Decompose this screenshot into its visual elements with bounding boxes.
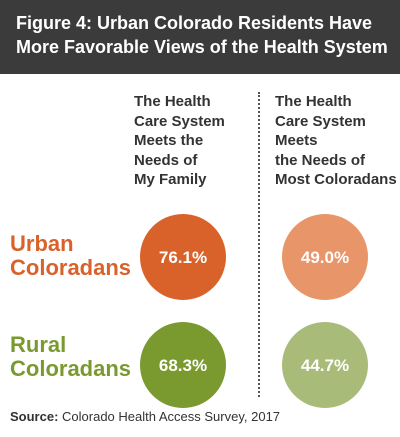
column-header-line: The Health	[275, 93, 352, 110]
column-header-most-coloradans: The Health Care System Meets the Needs o…	[275, 92, 397, 190]
row-label-line: Rural	[10, 332, 67, 357]
column-header-my-family: The Health Care System Meets the Needs o…	[134, 92, 225, 190]
value-circle-rural-my-family	[140, 322, 226, 408]
value-label-urban-my-family: 76.1%	[159, 248, 207, 267]
row-label-urban: Urban Coloradans	[10, 232, 131, 280]
row-label-line: Coloradans	[10, 255, 132, 280]
column-header-line: the Needs of	[275, 151, 366, 169]
source-label: Source:	[10, 409, 59, 424]
column-header-line: Needs of	[134, 151, 198, 169]
column-header-line: The Health	[134, 93, 211, 110]
column-header-line: Care System	[275, 112, 366, 130]
row-label-line: Urban	[10, 231, 74, 256]
value-circle-rural-most-coloradans	[282, 322, 368, 408]
column-divider	[258, 92, 260, 397]
column-header-line: Most Coloradans	[275, 171, 397, 188]
column-header-line: Care System	[134, 112, 225, 130]
column-header-line: My Family	[134, 171, 207, 188]
value-circle-urban-my-family	[140, 214, 226, 300]
chart-title-line-2: More Favorable Views of the Health Syste…	[16, 37, 388, 57]
source-text: Colorado Health Access Survey, 2017	[62, 409, 281, 424]
value-label-rural-most-coloradans: 44.7%	[301, 356, 349, 375]
value-label-rural-my-family: 68.3%	[159, 356, 207, 375]
chart-title-line-1: Figure 4: Urban Colorado Residents Have	[16, 13, 373, 33]
row-label-line: Coloradans	[10, 356, 132, 381]
column-header-line: Meets the	[134, 132, 204, 149]
row-label-rural: Rural Coloradans	[10, 333, 131, 381]
value-circle-urban-most-coloradans	[282, 214, 368, 300]
column-header-line: Meets	[275, 132, 318, 149]
chart-title: Figure 4: Urban Colorado Residents Have …	[0, 0, 400, 74]
source-note: Source: Colorado Health Access Survey, 2…	[10, 409, 280, 424]
value-label-urban-most-coloradans: 49.0%	[301, 248, 349, 267]
